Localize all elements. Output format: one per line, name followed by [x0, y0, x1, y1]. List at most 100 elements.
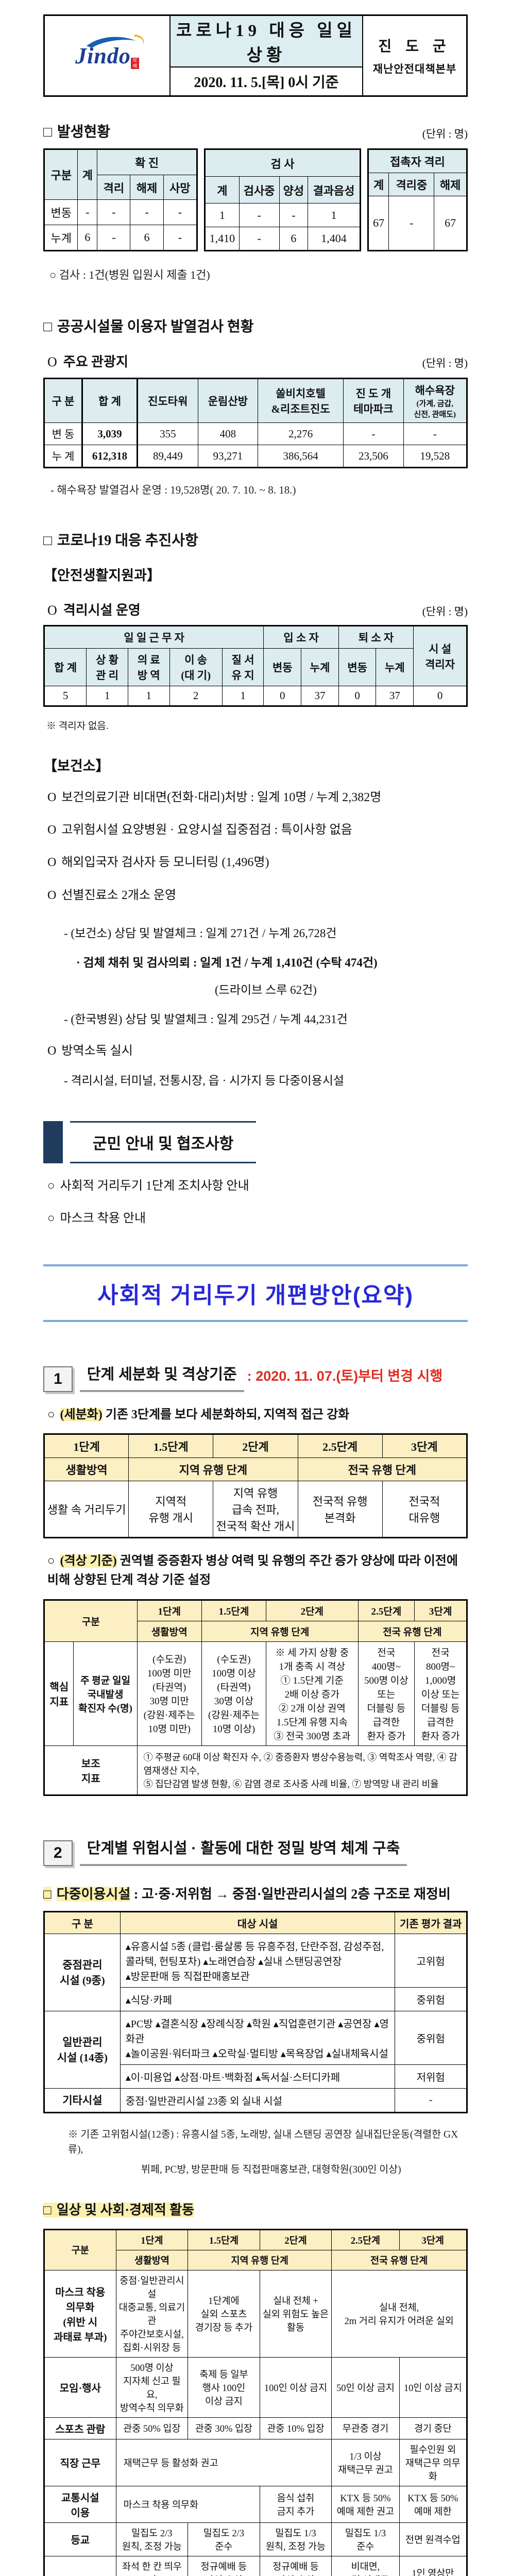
document-header-table: Jindo 보배섬 코로나19 대응 일일 상황 진 도 군 재난안전대책본부 2…: [43, 14, 468, 97]
stat-cell: 1: [222, 686, 264, 706]
header-cell: 1단계: [43, 1433, 129, 1458]
quarantine-facility-heading: O 격리시설 운영 (단위 : 명): [47, 600, 468, 619]
section1-title: 단계 세분화 및 격상기준: [79, 1358, 244, 1393]
header-cell: 생활방역: [43, 1457, 129, 1481]
header-cell: 2.5단계: [357, 1599, 415, 1621]
health-detail-4: - (한국병원) 상담 및 발열체크 : 일계 295건 / 누계 44,231…: [64, 1012, 348, 1026]
occurrence-tables: 구분 계 확 진 격리 해제 사망 변동 - - - - 누계 6 - 6: [43, 148, 468, 251]
unit-label: (단위 : 명): [422, 128, 468, 140]
header-cell: 이 송 (대 기): [169, 648, 223, 686]
health-detail-2: · 검체 채취 및 검사의뢰 : 일계 1건 / 누계 1,410건 (수탁 4…: [76, 956, 378, 970]
header-cell: 2단계: [266, 1599, 359, 1621]
header-cell: 전국 유행 단계: [331, 2249, 467, 2270]
civil-notice-header: 군민 안내 및 협조사항: [43, 1121, 468, 1163]
criteria-cell: 전국 800명~ 1,000명 이상 또는 더블링 등 급격한 환자 증가: [414, 1641, 467, 1746]
header-cell: 대상 시설: [120, 1911, 396, 1934]
rule-cell: KTX 등 50% 예매 제한 권고: [331, 2485, 400, 2523]
header-cell: 접촉자 격리: [368, 149, 467, 173]
header-cell: 2.5단계: [297, 1433, 383, 1458]
bullet-text: 마스크 착용 안내: [60, 1212, 146, 1226]
stat-cell: 67: [434, 196, 467, 251]
tourist-table: 구 분 합 계 진도타워 운림산방 쏠비치호텔 &리조트진도 진 도 개 테마파…: [43, 378, 468, 468]
rule-cell: 비대면, 20명 이내로 인원 제한 모임·식사 금지: [331, 2555, 400, 2576]
header-cell: 구분: [44, 2229, 116, 2270]
health-detail-3: (드라이브 스루 62건): [215, 984, 317, 997]
dept-safety-label: 【안전생활지원과】: [43, 568, 161, 583]
circle-bullet-icon: O: [47, 1044, 57, 1058]
rule-cell: 관중 50% 입장: [115, 2417, 189, 2439]
circle-bullet-icon: O: [47, 603, 57, 618]
stat-cell: -: [388, 196, 435, 251]
stat-cell: 37: [376, 686, 414, 706]
header-cell: 계: [205, 176, 240, 204]
header-cell: 구분: [43, 148, 78, 200]
health-bullet-2: O 고위험시설 요양병원 · 요양시설 집중점검 : 특이사항 없음: [47, 821, 468, 840]
row-label: 교통시설 이용: [44, 2485, 116, 2523]
rule-cell: 1인 영상만 가능 모임·식사 금지: [399, 2555, 468, 2576]
header-cell: 해제: [434, 173, 467, 196]
civil-item-2: ○ 마스크 착용 안내: [47, 1209, 468, 1228]
header-cell: 격리: [97, 174, 131, 200]
banner-title: 사회적 거리두기 개편방안(요약): [97, 1283, 414, 1309]
stage-desc-cell: 전국적 유행 본격화: [297, 1480, 383, 1538]
circle-bullet-icon: O: [47, 888, 57, 902]
facility-list-cell: ▴이·미용업 ▴상점·마트·백화점 ▴독서실·스터디카페: [120, 2064, 396, 2089]
stat-cell: 37: [301, 686, 339, 706]
row-label: 중점관리 시설 (9종): [44, 1933, 121, 2011]
subdivision-bullet: ○ (세분화) 기존 3단계를 보다 세분화하되, 지역적 접근 강화: [47, 1405, 468, 1425]
header-cell: 3단계: [414, 1599, 467, 1621]
rule-cell: 음식 섭취 금지 추가: [259, 2485, 332, 2523]
header-cell: 의 료 방 역: [127, 648, 170, 686]
daily-activity-heading: □ 일상 및 사회·경제적 활동: [43, 2199, 468, 2218]
activity-table: 구분 1단계 1.5단계 2단계 2.5단계 3단계 생활방역 지역 유행 단계…: [43, 2228, 468, 2576]
bullet-text: 권역별 중증환자 병상 여력 및 유행의 주간 증가 양상에 따라 이전에 비해…: [47, 1554, 458, 1587]
row-label: 직장 근무: [44, 2438, 116, 2486]
rule-cell: 경기 중단: [399, 2417, 468, 2439]
stat-cell: 1: [86, 686, 128, 706]
header-cell: 일 일 근 무 자: [43, 625, 264, 649]
rule-cell: 마스크 착용 의무화: [115, 2485, 260, 2523]
contact-quarantine-table: 접촉자 격리 계 격리중 해제 67 - 67: [367, 148, 468, 251]
header-cell: 계: [367, 173, 389, 196]
occurrence-heading: □ 발생현황 (단위 : 명): [43, 121, 468, 141]
stat-cell: 1,410: [205, 226, 240, 251]
rule-cell: 관중 30% 입장: [188, 2417, 260, 2439]
rule-cell: 정규예배 등 좌석 수의 20%로 인원 제한 모임·식사 금지: [259, 2555, 332, 2576]
risk-cell: -: [395, 2088, 467, 2113]
circle-bullet-icon: O: [47, 791, 57, 804]
stat-cell: -: [97, 225, 131, 251]
section-number-box: 2: [43, 1840, 73, 1866]
stat-cell: 1: [308, 203, 361, 227]
header-cell: 전국 유행 단계: [297, 1457, 468, 1481]
stage-desc-cell: 전국적 대유행: [382, 1480, 468, 1538]
stat-cell: 0: [338, 686, 377, 706]
highrisk-note-2: 뷔페, PC방, 방문판매 등 직접판매홍보관, 대형학원(300인 이상): [141, 2164, 401, 2175]
criteria-cell: (수도권) 100명 미만 (타권역) 30명 미만 (강원·제주는 10명 미…: [137, 1641, 202, 1746]
header-cell: 지역 유행 단계: [201, 1620, 359, 1642]
header-cell: 1단계: [115, 2229, 189, 2250]
rule-cell: 무관중 경기: [331, 2417, 400, 2439]
header-cell: 누계: [301, 648, 339, 686]
row-label: 마스크 착용 의무화 (위반 시 과태료 부과): [44, 2269, 116, 2358]
risk-cell: 고위험: [395, 1933, 467, 1988]
header-cell: 변동: [338, 648, 377, 686]
stat-cell: -: [239, 203, 280, 227]
header-cell: 상 황 관 리: [86, 648, 128, 686]
header-cell: 해제: [130, 174, 164, 200]
section1-header: 1 단계 세분화 및 격상기준 : 2020. 11. 07.(토)부터 변경 …: [43, 1358, 468, 1393]
row-sublabel: 주 평균 일일 국내발생 확진자 수(명): [73, 1641, 138, 1746]
daily-activity-title: 일상 및 사회·경제적 활동: [56, 2202, 195, 2217]
header-cell: 1단계: [137, 1599, 202, 1621]
health-bullet-4: O 선별진료소 2개소 운영: [47, 886, 468, 905]
stat-cell: 19,528: [403, 445, 468, 468]
quarantine-note: ※ 격리자 없음.: [46, 721, 109, 732]
response-heading: □ 코로나19 대응 추진사항: [43, 529, 468, 550]
tourist-spot-heading: O 주요 관광지 (단위 : 명): [47, 351, 468, 370]
header-cell: 지역 유행 단계: [128, 1457, 298, 1481]
stat-cell: 1: [205, 203, 240, 227]
stat-cell: 6: [130, 225, 164, 251]
bullet-text: 사회적 거리두기 1단계 조치사항 안내: [60, 1179, 249, 1193]
circle-bullet-icon: O: [47, 856, 57, 870]
stat-cell: -: [97, 199, 131, 226]
